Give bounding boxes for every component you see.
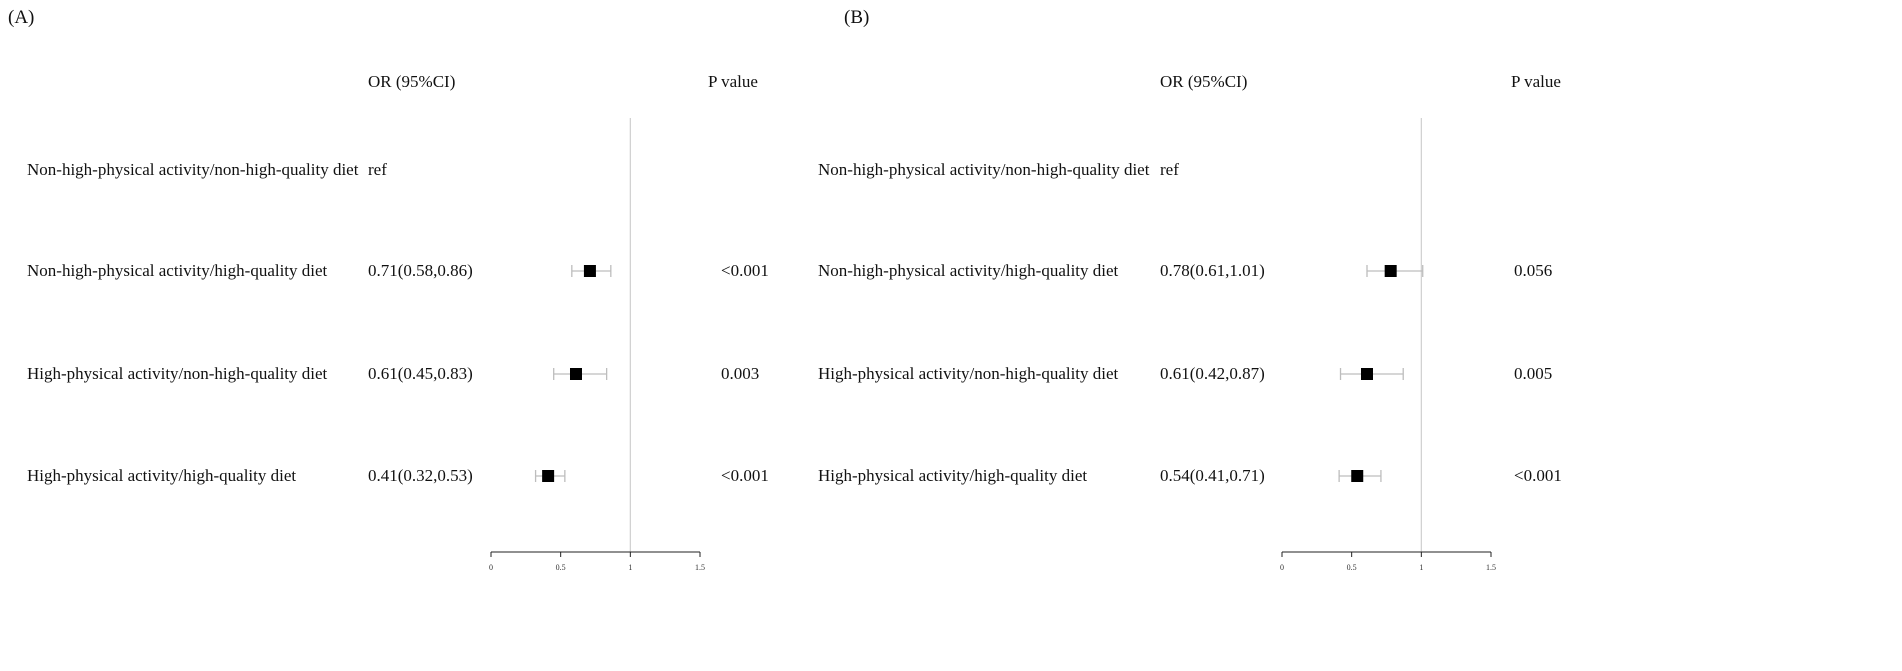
or-ci-text: 0.78(0.61,1.01) xyxy=(1160,261,1265,280)
p-value-text: 0.056 xyxy=(1514,261,1553,280)
x-tick-label: 1 xyxy=(628,563,632,572)
row-label: High-physical activity/high-quality diet xyxy=(27,466,297,485)
forest-plot-b: 0 0.5 1 1.5 xyxy=(1280,118,1496,572)
p-value-column-header: P value xyxy=(708,72,758,91)
p-value-text: <0.001 xyxy=(1514,466,1562,485)
or-point xyxy=(583,265,596,277)
x-tick-label: 0.5 xyxy=(1347,563,1357,572)
x-tick-label: 0.5 xyxy=(556,563,566,572)
or-ci-text: ref xyxy=(368,160,387,179)
or-ci-text: 0.61(0.42,0.87) xyxy=(1160,364,1265,383)
or-ci-text: 0.54(0.41,0.71) xyxy=(1160,466,1265,485)
or-point xyxy=(1360,368,1373,380)
panel-tag: (B) xyxy=(844,7,870,28)
x-tick-label: 0 xyxy=(489,563,493,572)
or-point xyxy=(1351,470,1364,482)
or-ci-text: ref xyxy=(1160,160,1179,179)
estimate-row-marker xyxy=(1339,368,1404,380)
row-label: Non-high-physical activity/non-high-qual… xyxy=(818,160,1150,179)
estimate-row-marker xyxy=(571,265,612,277)
or-ci-text: 0.41(0.32,0.53) xyxy=(368,466,473,485)
row-label: High-physical activity/high-quality diet xyxy=(818,466,1088,485)
forest-plot-a: 0 0.5 1 1.5 xyxy=(489,118,705,572)
or-point xyxy=(542,470,555,482)
x-tick-label: 0 xyxy=(1280,563,1284,572)
x-tick-label: 1.5 xyxy=(695,563,705,572)
p-value-text: <0.001 xyxy=(721,261,769,280)
row-label: High-physical activity/non-high-quality … xyxy=(818,364,1119,383)
p-value-column-header: P value xyxy=(1511,72,1561,91)
estimate-row-marker xyxy=(1338,470,1382,482)
or-ci-text: 0.71(0.58,0.86) xyxy=(368,261,473,280)
row-label: Non-high-physical activity/non-high-qual… xyxy=(27,160,359,179)
x-tick-label: 1.5 xyxy=(1486,563,1496,572)
forest-panel-a: (A) OR (95%CI) P value Non-high-physical… xyxy=(8,7,769,572)
p-value-text: <0.001 xyxy=(721,466,769,485)
estimate-row-marker xyxy=(534,470,566,482)
p-value-text: 0.005 xyxy=(1514,364,1553,383)
p-value-text: 0.003 xyxy=(721,364,760,383)
or-point xyxy=(1384,265,1397,277)
or-column-header: OR (95%CI) xyxy=(368,72,456,91)
forest-panel-b: (B) OR (95%CI) P value Non-high-physical… xyxy=(818,0,1902,671)
row-label: Non-high-physical activity/high-quality … xyxy=(27,261,328,280)
x-tick-label: 1 xyxy=(1419,563,1423,572)
row-label: High-physical activity/non-high-quality … xyxy=(27,364,328,383)
or-ci-text: 0.61(0.45,0.83) xyxy=(368,364,473,383)
or-point xyxy=(569,368,582,380)
row-label: Non-high-physical activity/high-quality … xyxy=(818,261,1119,280)
estimate-row-marker xyxy=(553,368,608,380)
estimate-row-marker xyxy=(1366,265,1424,277)
or-column-header: OR (95%CI) xyxy=(1160,72,1248,91)
panel-tag: (A) xyxy=(8,7,35,28)
